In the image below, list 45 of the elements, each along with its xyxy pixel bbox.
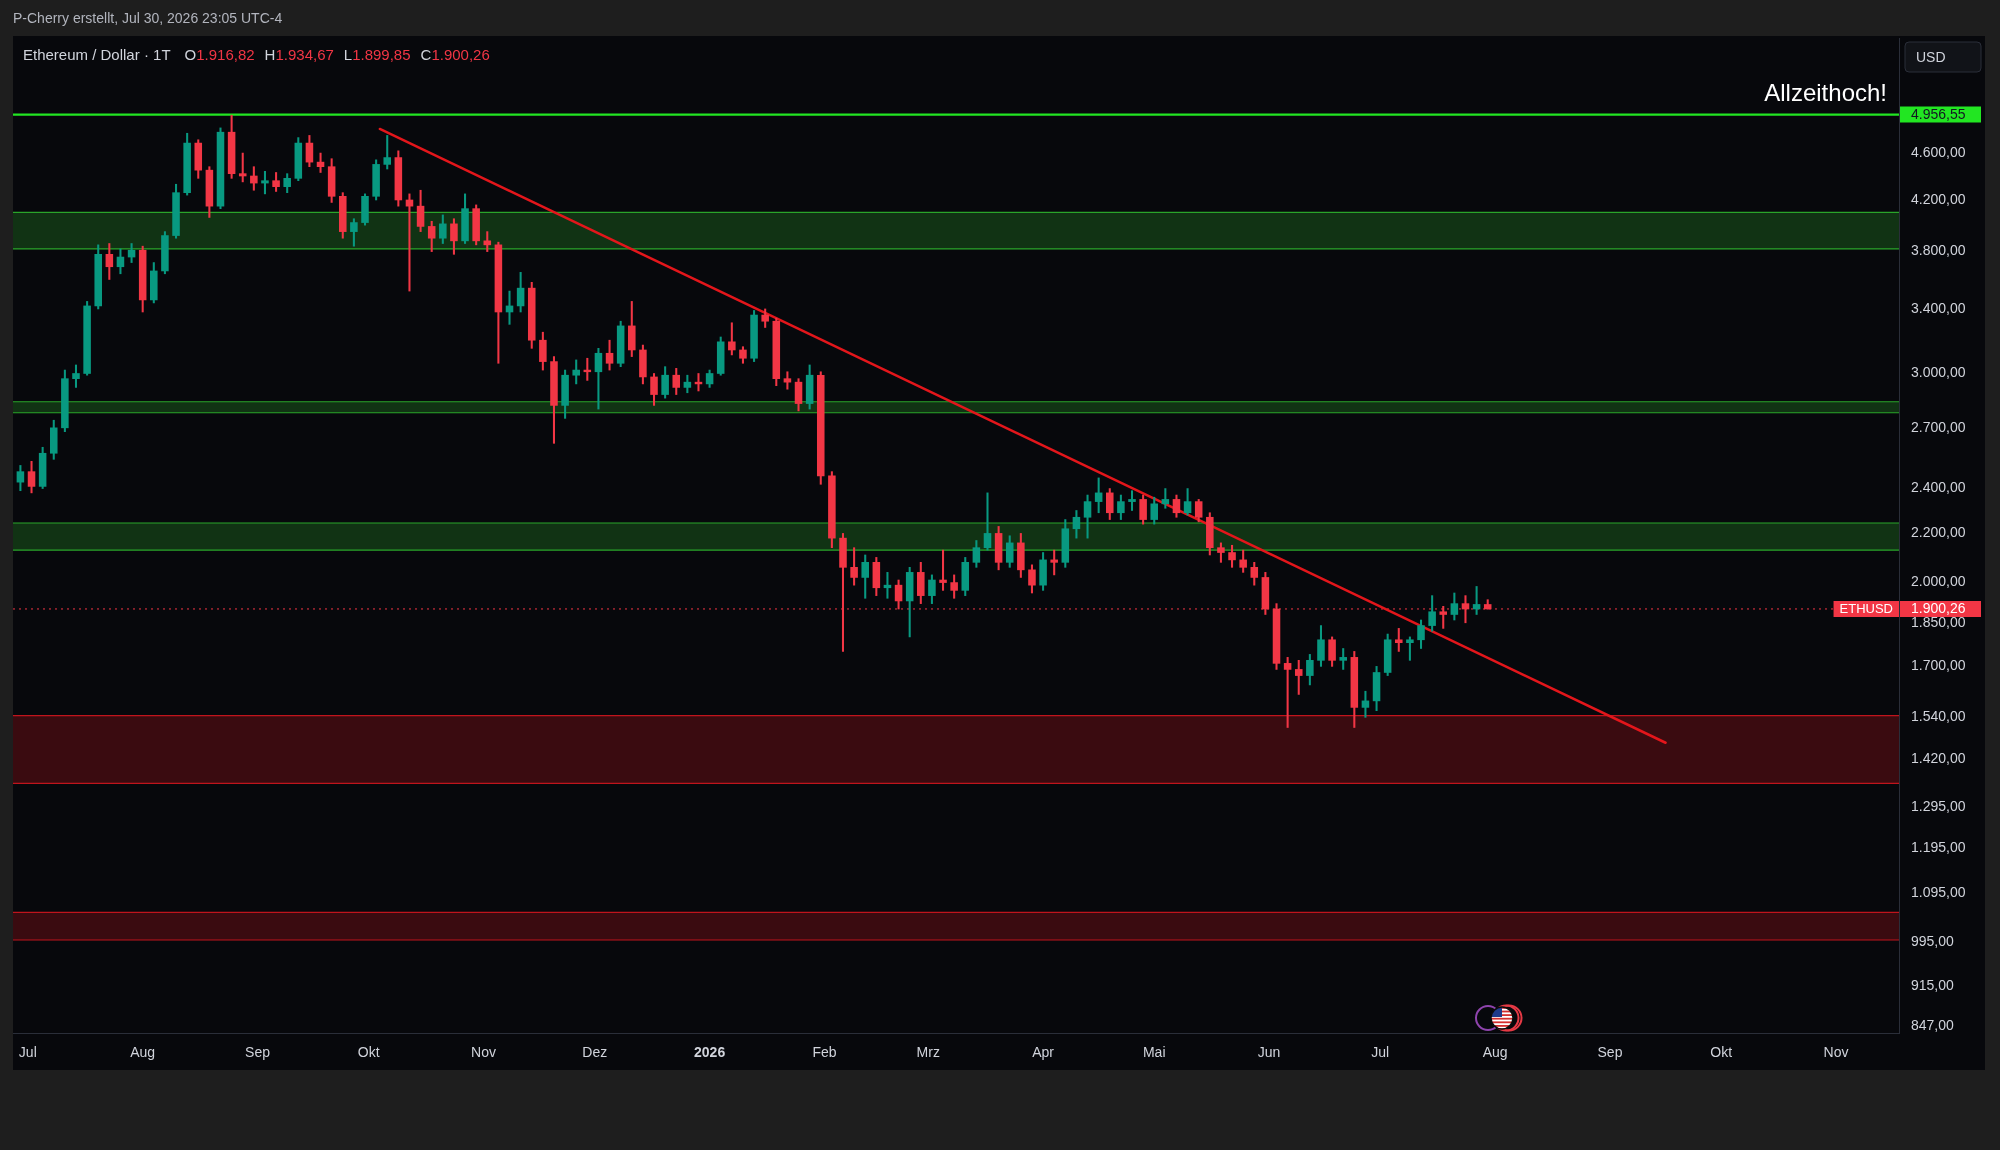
y-tick-label: 915,00 [1911,976,1955,993]
x-tick-label: Feb [812,1044,837,1061]
x-tick-label: Aug [1482,1044,1508,1061]
text: O1.916,82 H1.934,67 L1.899,85 C1.900,26 [184,46,490,64]
x-tick-label: Nov [1823,1044,1849,1061]
y-tick-label: 3.400,00 [1911,299,1966,316]
x-tick-label: Aug [130,1044,156,1061]
y-tick-label: 1.700,00 [1911,657,1966,674]
candlestick [939,549,947,591]
y-tick-label: 1.295,00 [1911,797,1966,814]
x-tick-label: Jul [18,1044,37,1061]
x-tick-label: Sep [245,1044,271,1061]
candlestick [983,492,992,551]
x-tick-label: Okt [357,1044,380,1061]
ref-line-label: ETHUSD [1839,601,1893,617]
y-tick-label: 995,00 [1911,933,1955,950]
x-tick-label: Sep [1597,1044,1623,1061]
x-tick-label: Mai [1142,1044,1166,1061]
x-tick-label: Okt [1710,1044,1733,1061]
x-tick-label: Mrz [916,1044,940,1061]
y-tick-label: 2.200,00 [1911,524,1966,541]
text: Ethereum / Dollar · 1T [23,46,171,64]
y-tick-label: 2.000,00 [1911,573,1966,590]
y-tick-label: 4.200,00 [1911,190,1966,207]
ref-line-label: Allzeithoch! [1764,79,1887,107]
x-tick-label: Apr [1032,1044,1055,1061]
y-tick-label: 2.700,00 [1911,418,1966,435]
y-tick-label: 1.420,00 [1911,750,1966,767]
x-tick-label: Dez [582,1044,608,1061]
x-tick-label: Nov [471,1044,497,1061]
y-tick-label: 3.800,00 [1911,242,1966,259]
x-tick-label: Jun [1257,1044,1281,1061]
y-tick-label: 847,00 [1911,1016,1955,1033]
y-tick-label: 3.000,00 [1911,364,1966,381]
x-tick-label: Jul [1371,1044,1390,1061]
y-axis-title: USD [1916,48,1946,65]
x-tick-label: 2026 [694,1044,726,1061]
y-tick-label: 1.095,00 [1911,884,1966,901]
y-tick-label: 4.956,55 [1911,105,1966,122]
y-tick-label: 4.600,00 [1911,143,1966,160]
y-tick-label: 2.400,00 [1911,479,1966,496]
y-tick-label: 1.540,00 [1911,708,1966,725]
y-tick-label: 1.195,00 [1911,839,1966,856]
y-tick-label: 1.900,26 [1911,600,1966,617]
text: P-Cherry erstellt, Jul 30, 2026 23:05 UTC-4 [13,9,283,26]
